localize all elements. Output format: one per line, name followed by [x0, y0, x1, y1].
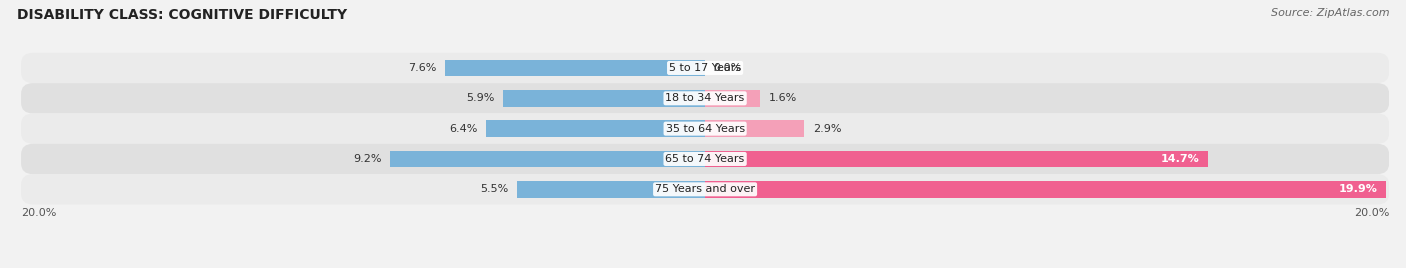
Text: 35 to 64 Years: 35 to 64 Years [665, 124, 745, 134]
Text: 18 to 34 Years: 18 to 34 Years [665, 93, 745, 103]
Text: Source: ZipAtlas.com: Source: ZipAtlas.com [1271, 8, 1389, 18]
Text: 6.4%: 6.4% [450, 124, 478, 134]
Text: 20.0%: 20.0% [1354, 208, 1389, 218]
FancyBboxPatch shape [21, 113, 1389, 144]
Text: 75 Years and over: 75 Years and over [655, 184, 755, 194]
Text: 1.6%: 1.6% [769, 93, 797, 103]
FancyBboxPatch shape [21, 144, 1389, 174]
Text: 7.6%: 7.6% [408, 63, 437, 73]
Bar [446, 59, 706, 76]
FancyBboxPatch shape [21, 53, 1389, 83]
Text: 9.2%: 9.2% [353, 154, 382, 164]
Text: 2.9%: 2.9% [813, 124, 841, 134]
Bar [706, 90, 759, 107]
Text: 19.9%: 19.9% [1339, 184, 1376, 194]
Text: 5.9%: 5.9% [467, 93, 495, 103]
Bar [706, 151, 1208, 167]
Text: 65 to 74 Years: 65 to 74 Years [665, 154, 745, 164]
Text: DISABILITY CLASS: COGNITIVE DIFFICULTY: DISABILITY CLASS: COGNITIVE DIFFICULTY [17, 8, 347, 22]
Text: 5 to 17 Years: 5 to 17 Years [669, 63, 741, 73]
Bar [706, 120, 804, 137]
Bar [486, 120, 706, 137]
Text: 20.0%: 20.0% [21, 208, 56, 218]
Bar [517, 181, 706, 198]
Text: 0.0%: 0.0% [714, 63, 742, 73]
Text: 14.7%: 14.7% [1160, 154, 1199, 164]
Bar [503, 90, 706, 107]
FancyBboxPatch shape [21, 174, 1389, 204]
Bar [706, 181, 1386, 198]
FancyBboxPatch shape [21, 83, 1389, 113]
Text: 5.5%: 5.5% [481, 184, 509, 194]
Bar [391, 151, 706, 167]
